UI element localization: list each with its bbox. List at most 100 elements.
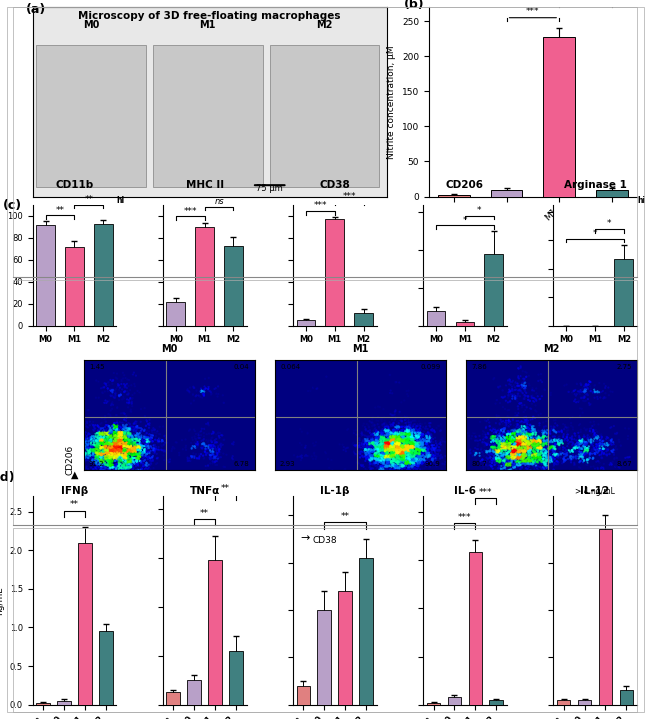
Point <box>346 444 356 455</box>
Point <box>532 456 543 467</box>
Point <box>491 425 502 436</box>
Point <box>84 436 95 447</box>
Point <box>114 444 124 456</box>
Point <box>127 452 137 464</box>
Point <box>437 464 447 476</box>
Point <box>540 450 551 462</box>
Point <box>126 432 136 444</box>
Point <box>83 436 94 447</box>
Point <box>398 441 409 453</box>
Point <box>523 457 534 469</box>
Point <box>608 456 618 467</box>
Point <box>114 459 124 470</box>
Point <box>308 382 318 393</box>
Point <box>597 441 608 452</box>
Point <box>400 420 410 431</box>
Point <box>367 436 378 447</box>
Point <box>209 457 220 468</box>
Point <box>499 443 510 454</box>
Point <box>508 450 518 462</box>
Point <box>532 442 543 454</box>
Point <box>122 439 133 450</box>
Point <box>209 440 219 452</box>
Point <box>376 452 387 464</box>
Point <box>116 389 126 400</box>
Point <box>100 368 110 380</box>
Point <box>377 441 387 453</box>
Point <box>365 445 376 457</box>
Point <box>124 436 134 448</box>
Point <box>581 380 592 391</box>
Point <box>371 455 382 467</box>
Point <box>100 438 110 449</box>
Point <box>124 461 134 472</box>
Point <box>396 450 406 462</box>
Point <box>390 449 400 460</box>
Point <box>397 453 408 464</box>
Point <box>127 431 138 443</box>
Point <box>384 451 394 462</box>
Point <box>389 423 399 434</box>
Point <box>385 426 396 438</box>
Point <box>380 449 390 460</box>
Point <box>552 373 563 385</box>
Point <box>393 430 403 441</box>
Point <box>120 462 131 473</box>
Point <box>542 429 552 440</box>
Text: 75 μm: 75 μm <box>256 184 283 193</box>
Point <box>131 424 142 436</box>
Point <box>120 386 130 398</box>
Point <box>530 442 540 454</box>
Point <box>99 406 110 418</box>
Point <box>423 448 434 459</box>
Point <box>111 421 121 433</box>
Point <box>553 457 564 469</box>
Point <box>393 428 403 439</box>
Point <box>497 437 507 449</box>
Point <box>105 374 116 385</box>
Point <box>125 462 135 473</box>
Point <box>56 423 66 435</box>
Point <box>526 420 536 431</box>
Point <box>157 434 167 446</box>
Point <box>417 428 428 439</box>
Point <box>525 445 536 457</box>
Point <box>129 380 140 392</box>
Point <box>507 478 517 490</box>
Point <box>363 449 373 461</box>
Point <box>86 432 96 444</box>
Point <box>402 439 412 451</box>
Point <box>502 429 512 440</box>
Point <box>402 444 413 455</box>
Point <box>273 474 283 485</box>
Point <box>403 440 413 452</box>
Point <box>107 375 117 387</box>
Point <box>399 480 410 491</box>
Point <box>445 440 456 452</box>
Point <box>122 429 132 441</box>
Point <box>385 441 395 452</box>
Point <box>120 482 130 493</box>
Point <box>96 446 107 457</box>
Point <box>392 444 402 455</box>
Point <box>127 459 137 471</box>
Point <box>387 414 397 426</box>
Point <box>118 435 129 446</box>
Point <box>588 430 598 441</box>
Point <box>159 454 170 466</box>
Point <box>517 444 528 455</box>
Point <box>521 422 532 434</box>
Point <box>403 453 413 464</box>
Point <box>408 421 419 432</box>
Point <box>541 462 552 473</box>
Point <box>370 468 380 480</box>
Point <box>503 440 514 452</box>
Point <box>569 434 579 445</box>
Point <box>108 452 118 463</box>
Point <box>124 458 135 470</box>
Point <box>354 439 365 451</box>
Point <box>106 424 116 436</box>
Point <box>370 449 381 461</box>
Point <box>404 463 415 475</box>
Point <box>72 452 83 463</box>
